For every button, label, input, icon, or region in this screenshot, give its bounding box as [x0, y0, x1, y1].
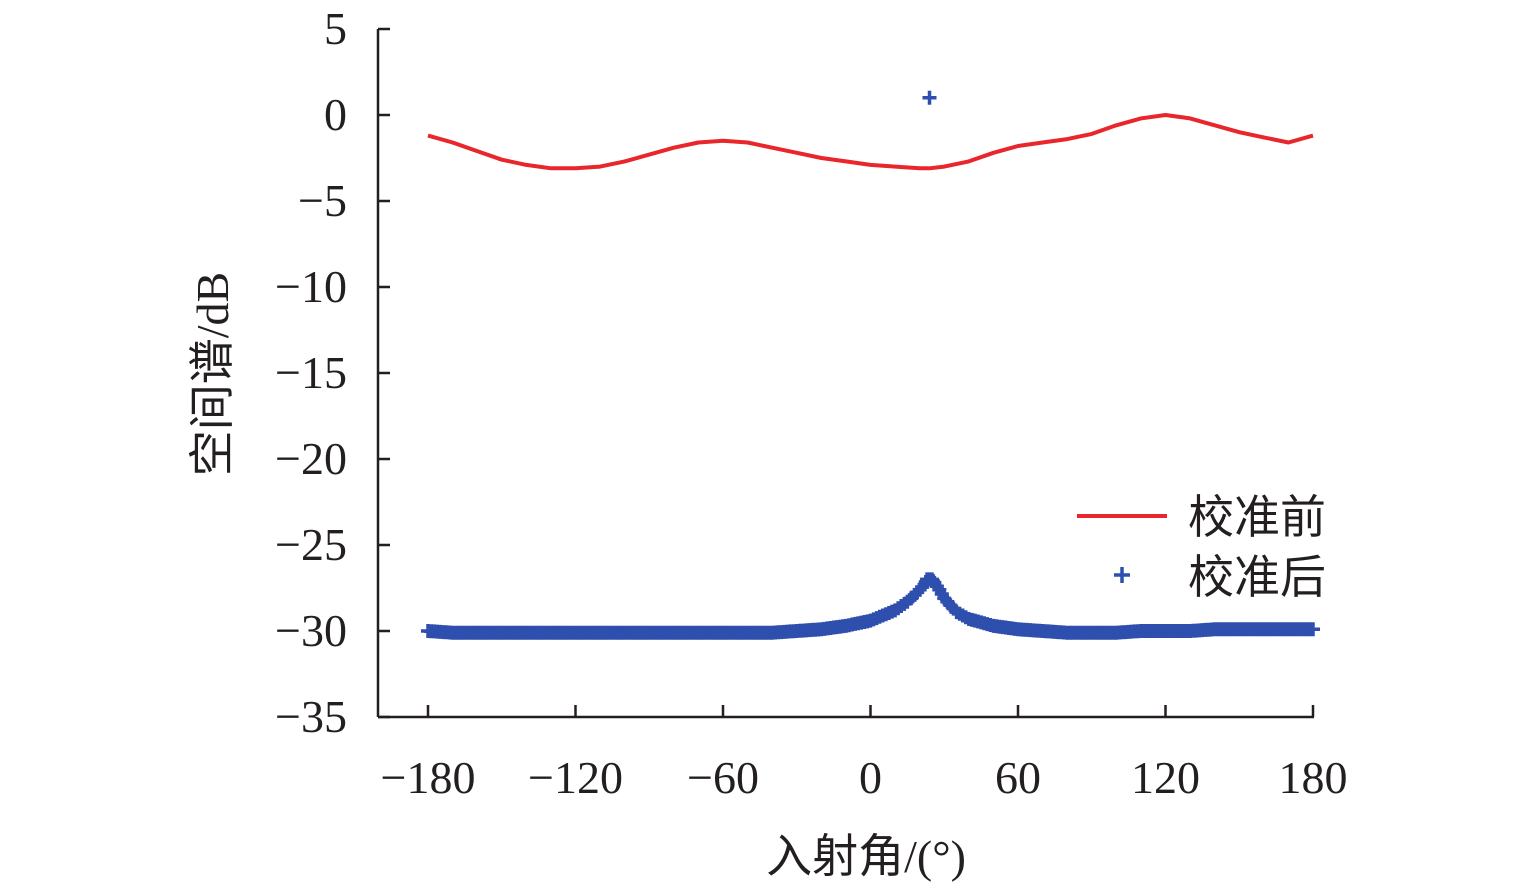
y-tick-label: −30 — [275, 605, 347, 656]
legend-label-after-calibration: 校准后 — [1188, 552, 1326, 603]
y-tick-label: −15 — [275, 347, 347, 398]
y-tick-label: −10 — [275, 261, 347, 312]
x-tick-label: 120 — [1131, 752, 1200, 803]
ticks — [378, 27, 1315, 719]
x-axis-title: 入射角/(°) — [766, 831, 966, 882]
series — [421, 90, 1320, 640]
x-tick-label: −180 — [381, 752, 476, 803]
legend-marker-plus — [1114, 567, 1130, 583]
y-tick-label: 0 — [324, 89, 347, 140]
y-tick-label: −25 — [275, 519, 347, 570]
y-tick-label: −5 — [298, 175, 347, 226]
axes — [376, 29, 1314, 719]
y-tick-label: −35 — [275, 691, 347, 742]
y-tick-labels: 5 0 −5 −10 −15 −20 −25 −30 −35 — [275, 3, 347, 742]
series-line-before-calibration — [427, 113, 1314, 171]
y-axis-title: 空间谱/dB — [187, 272, 238, 476]
y-tick-label: 5 — [324, 3, 347, 54]
legend-swatch-marker — [1114, 567, 1130, 583]
x-tick-label: −120 — [528, 752, 623, 803]
x-tick-labels: −180 −120 −60 0 60 120 180 — [381, 752, 1348, 803]
data-marker — [1306, 622, 1320, 637]
legend-label-before-calibration: 校准前 — [1188, 492, 1326, 543]
y-tick-label: −20 — [275, 433, 347, 484]
x-tick-label: −60 — [687, 752, 759, 803]
x-tick-label: 60 — [995, 752, 1041, 803]
series-markers-after-calibration — [421, 90, 1320, 640]
legend: 校准前 校准后 — [1077, 492, 1326, 603]
x-tick-label: 180 — [1279, 752, 1348, 803]
data-marker-peak — [922, 90, 937, 105]
x-tick-label: 0 — [859, 752, 882, 803]
